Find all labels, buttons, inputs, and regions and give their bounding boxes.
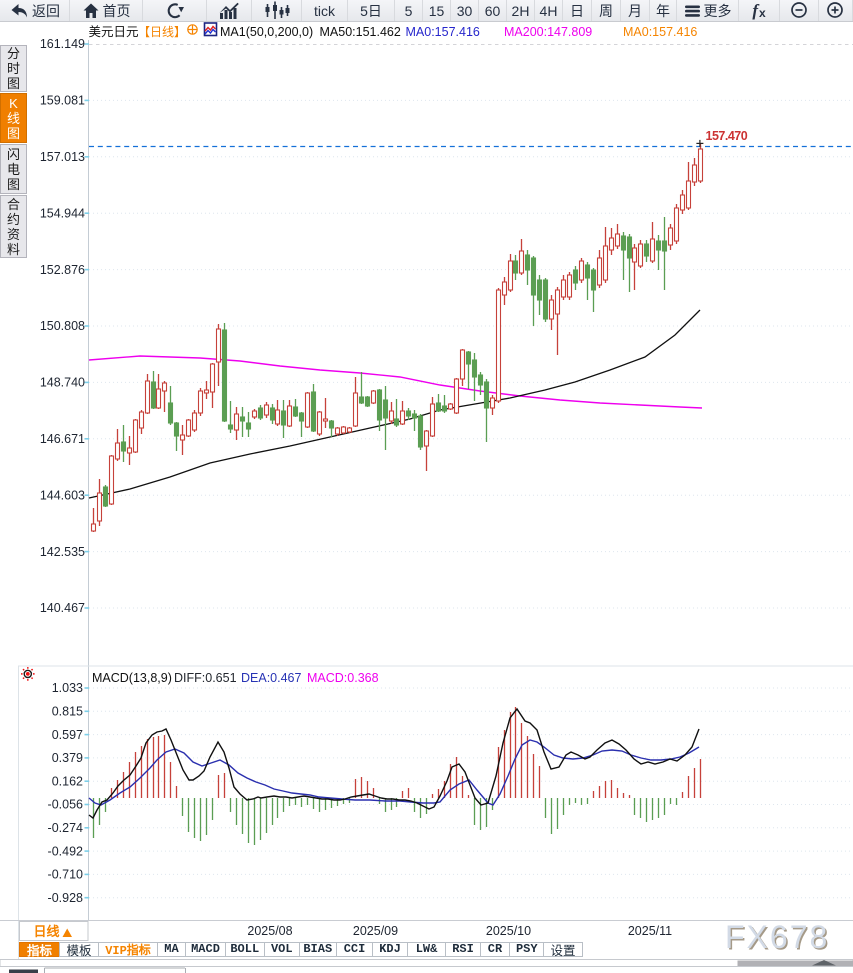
- svg-text:MA50:151.462: MA50:151.462: [320, 25, 401, 39]
- svg-text:MA1(50,0,200,0): MA1(50,0,200,0): [220, 25, 313, 39]
- svg-text:157.470: 157.470: [706, 129, 748, 143]
- svg-text:140.467: 140.467: [40, 601, 85, 615]
- svg-text:日线: 日线: [34, 924, 60, 939]
- svg-text:148.740: 148.740: [40, 376, 85, 390]
- svg-text:MA200:147.809: MA200:147.809: [504, 25, 592, 39]
- svg-text:0.597: 0.597: [52, 728, 83, 742]
- svg-text:-0.710: -0.710: [48, 868, 83, 882]
- svg-text:-0.056: -0.056: [48, 798, 83, 812]
- svg-text:152.876: 152.876: [40, 263, 85, 277]
- svg-text:-0.274: -0.274: [48, 821, 83, 835]
- svg-text:0.379: 0.379: [52, 751, 83, 765]
- svg-text:1.033: 1.033: [52, 681, 83, 695]
- svg-text:144.603: 144.603: [40, 488, 85, 502]
- svg-text:150.808: 150.808: [40, 319, 85, 333]
- svg-text:159.081: 159.081: [40, 94, 85, 108]
- svg-text:154.944: 154.944: [40, 206, 85, 220]
- svg-text:MA0:157.416: MA0:157.416: [623, 25, 697, 39]
- svg-text:FX678: FX678: [727, 921, 831, 957]
- svg-text:146.671: 146.671: [40, 432, 85, 446]
- svg-text:【日线】: 【日线】: [138, 25, 186, 39]
- svg-text:157.013: 157.013: [40, 150, 85, 164]
- svg-text:0.815: 0.815: [52, 705, 83, 719]
- svg-text:MACD:0.368: MACD:0.368: [307, 671, 379, 685]
- svg-text:2025/10: 2025/10: [486, 924, 531, 938]
- svg-text:2025/08: 2025/08: [247, 924, 292, 938]
- svg-text:2025/11: 2025/11: [628, 924, 672, 938]
- svg-text:美元日元: 美元日元: [89, 25, 139, 39]
- svg-text:-0.492: -0.492: [48, 844, 83, 858]
- svg-text:MACD(13,8,9): MACD(13,8,9): [92, 671, 172, 685]
- svg-text:0.162: 0.162: [52, 774, 83, 788]
- svg-text:161.149: 161.149: [40, 37, 85, 51]
- svg-text:DEA:0.467: DEA:0.467: [241, 671, 302, 685]
- svg-text:FX678: FX678: [725, 919, 829, 955]
- svg-text:-0.928: -0.928: [48, 891, 83, 905]
- svg-text:DIFF:0.651: DIFF:0.651: [174, 671, 237, 685]
- svg-text:MA0:157.416: MA0:157.416: [406, 25, 480, 39]
- svg-text:142.535: 142.535: [40, 545, 85, 559]
- svg-text:2025/09: 2025/09: [353, 924, 398, 938]
